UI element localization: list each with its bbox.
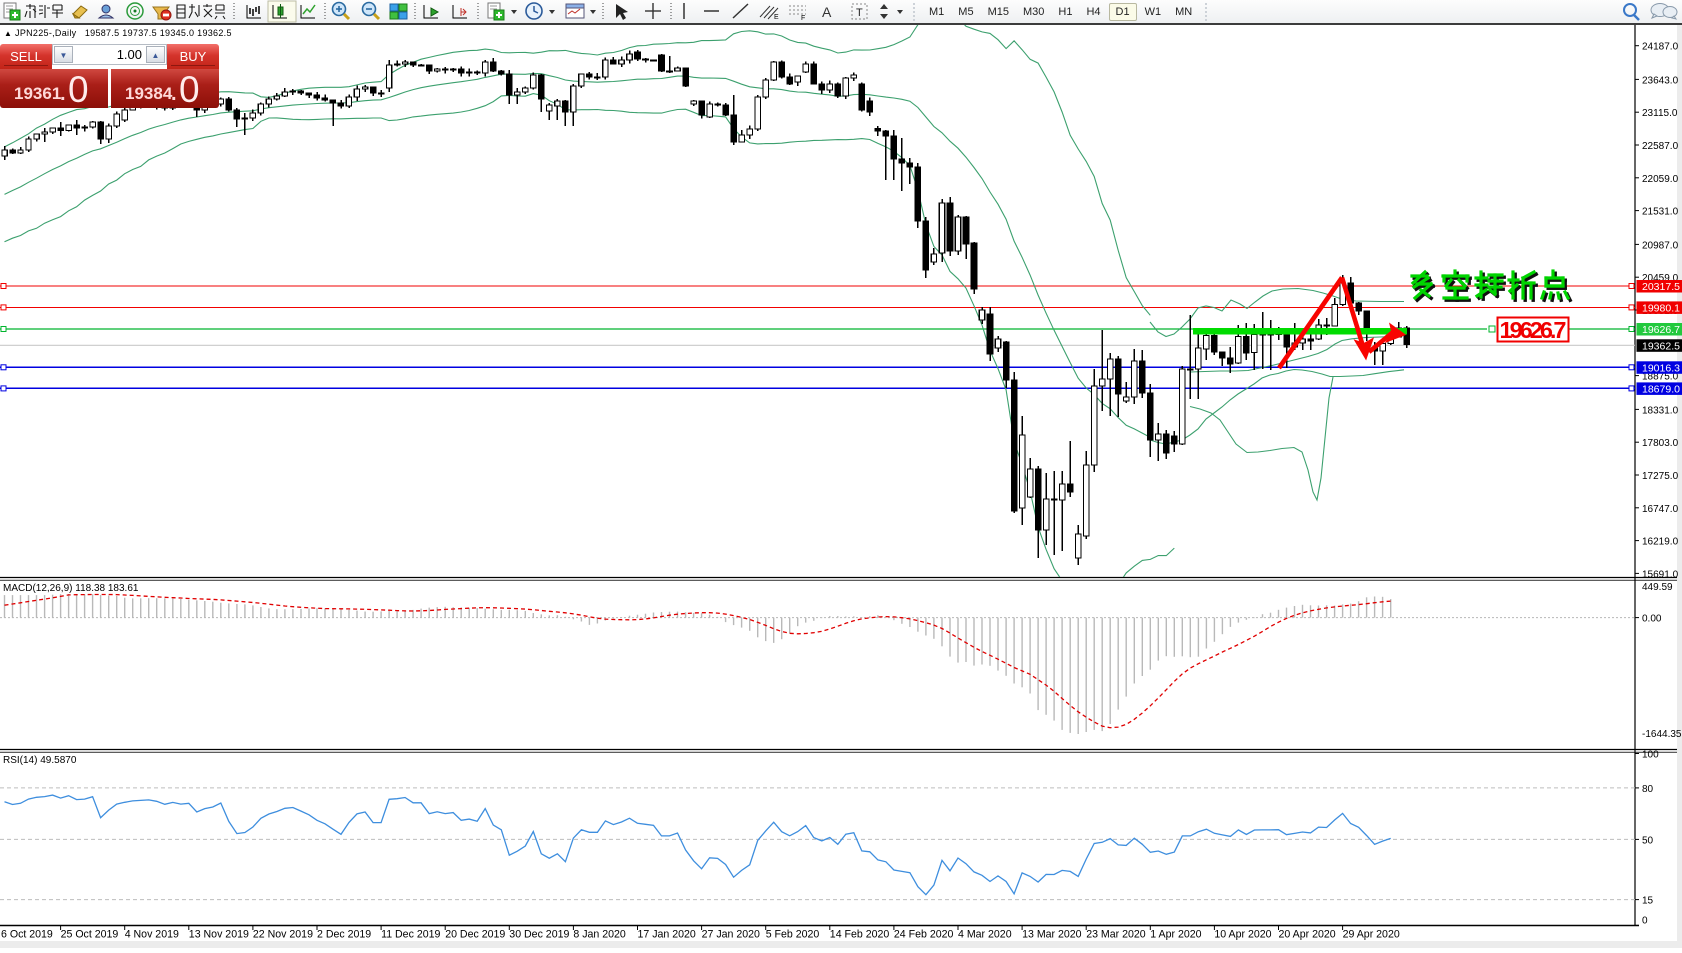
svg-text:16219.0: 16219.0 xyxy=(1642,537,1679,548)
svg-text:18679.0: 18679.0 xyxy=(1642,383,1680,395)
svg-text:30 Dec 2019: 30 Dec 2019 xyxy=(509,929,569,941)
svg-text:F: F xyxy=(801,15,805,22)
svg-text:-1644.35: -1644.35 xyxy=(1642,729,1682,740)
svg-text:17275.0: 17275.0 xyxy=(1642,471,1679,482)
svg-text:13 Nov 2019: 13 Nov 2019 xyxy=(189,929,249,941)
svg-text:11 Dec 2019: 11 Dec 2019 xyxy=(381,929,440,941)
svg-text:19016.3: 19016.3 xyxy=(1642,362,1680,374)
svg-text:RSI(14) 49.5870: RSI(14) 49.5870 xyxy=(3,755,77,766)
svg-text:19980.1: 19980.1 xyxy=(1642,302,1680,314)
svg-text:0.00: 0.00 xyxy=(1642,614,1662,625)
svg-text:15: 15 xyxy=(1642,896,1654,907)
svg-text:20987.0: 20987.0 xyxy=(1642,240,1679,251)
svg-text:20 Dec 2019: 20 Dec 2019 xyxy=(445,929,505,941)
svg-text:T: T xyxy=(856,7,863,19)
svg-text:27 Jan 2020: 27 Jan 2020 xyxy=(702,929,760,941)
svg-text:2 Dec 2019: 2 Dec 2019 xyxy=(317,929,371,941)
svg-text:18331.0: 18331.0 xyxy=(1642,405,1679,416)
svg-text:19626.7: 19626.7 xyxy=(1642,324,1680,336)
svg-text:50: 50 xyxy=(1642,835,1654,846)
svg-text:24 Feb 2020: 24 Feb 2020 xyxy=(894,929,954,941)
svg-text:16747.0: 16747.0 xyxy=(1642,504,1679,515)
svg-text:15691.0: 15691.0 xyxy=(1642,569,1679,580)
svg-text:13 Mar 2020: 13 Mar 2020 xyxy=(1022,929,1082,941)
svg-text:20 Apr 2020: 20 Apr 2020 xyxy=(1279,929,1336,941)
svg-text:MACD(12,26,9) 118.38 183.61: MACD(12,26,9) 118.38 183.61 xyxy=(3,583,139,594)
svg-text:14 Feb 2020: 14 Feb 2020 xyxy=(830,929,890,941)
svg-text:6 Oct 2019: 6 Oct 2019 xyxy=(1,929,53,941)
svg-text:17803.0: 17803.0 xyxy=(1642,438,1679,449)
svg-text:8 Jan 2020: 8 Jan 2020 xyxy=(573,929,626,941)
svg-text:23 Mar 2020: 23 Mar 2020 xyxy=(1086,929,1146,941)
svg-text:20317.5: 20317.5 xyxy=(1642,281,1680,293)
svg-text:25 Oct 2019: 25 Oct 2019 xyxy=(61,929,119,941)
svg-text:19362.5: 19362.5 xyxy=(1642,340,1680,352)
svg-text:23115.0: 23115.0 xyxy=(1642,108,1678,119)
svg-text:19626.7: 19626.7 xyxy=(1500,317,1567,343)
svg-text:17 Jan 2020: 17 Jan 2020 xyxy=(638,929,696,941)
svg-text:24187.0: 24187.0 xyxy=(1642,42,1679,53)
svg-text:10 Apr 2020: 10 Apr 2020 xyxy=(1214,929,1271,941)
svg-text:22 Nov 2019: 22 Nov 2019 xyxy=(253,929,313,941)
svg-text:4 Mar 2020: 4 Mar 2020 xyxy=(958,929,1012,941)
svg-text:E: E xyxy=(774,14,779,21)
svg-text:0: 0 xyxy=(1642,915,1648,926)
svg-text:23643.0: 23643.0 xyxy=(1642,75,1679,86)
svg-text:5 Feb 2020: 5 Feb 2020 xyxy=(766,929,820,941)
svg-text:80: 80 xyxy=(1642,784,1654,795)
svg-text:21531.0: 21531.0 xyxy=(1642,207,1679,218)
svg-text:1 Apr 2020: 1 Apr 2020 xyxy=(1150,929,1201,941)
svg-text:22587.0: 22587.0 xyxy=(1642,141,1679,152)
svg-text:449.59: 449.59 xyxy=(1642,582,1673,593)
svg-text:29 Apr 2020: 29 Apr 2020 xyxy=(1343,929,1400,941)
svg-text:4 Nov 2019: 4 Nov 2019 xyxy=(125,929,179,941)
svg-text:22059.0: 22059.0 xyxy=(1642,174,1679,185)
svg-text:100: 100 xyxy=(1642,750,1659,761)
svg-text:A: A xyxy=(822,4,832,20)
